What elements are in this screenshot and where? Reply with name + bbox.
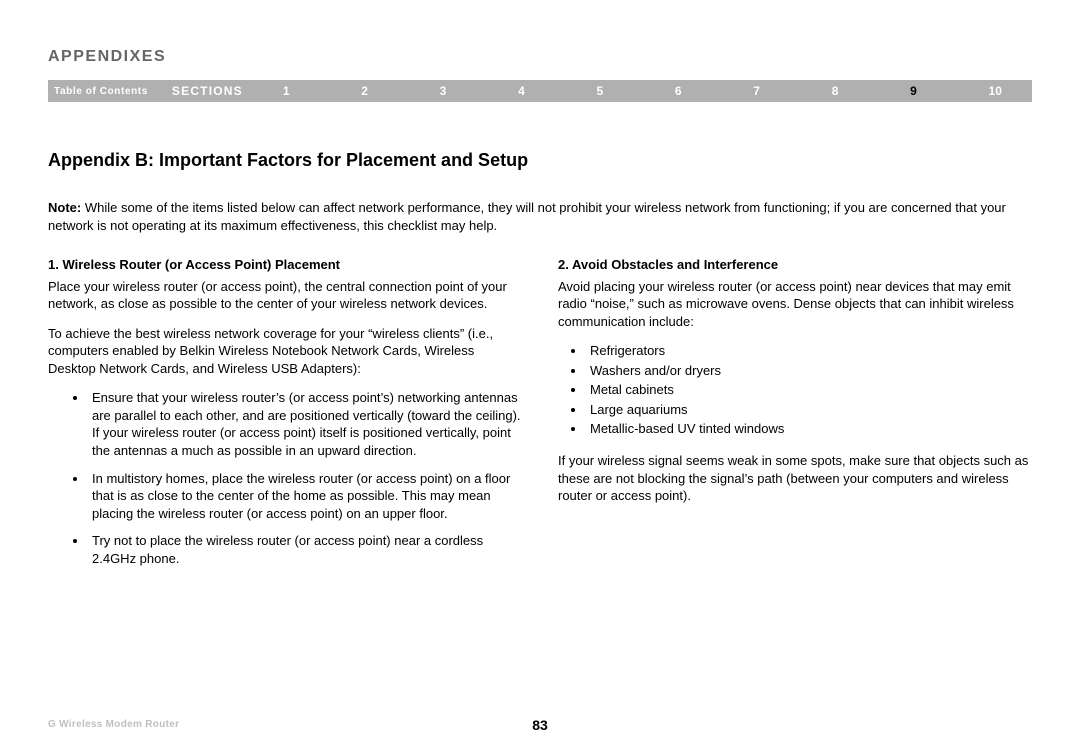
list-item: Ensure that your wireless router’s (or a…	[88, 389, 522, 459]
nav-sections-label: SECTIONS	[172, 84, 283, 98]
list-item: Metallic-based UV tinted windows	[586, 420, 1032, 438]
left-p1: Place your wireless router (or access po…	[48, 278, 522, 313]
right-bullets: Refrigerators Washers and/or dryers Meta…	[558, 342, 1032, 438]
note-text: While some of the items listed below can…	[48, 200, 1006, 233]
right-p1: Avoid placing your wireless router (or a…	[558, 278, 1032, 331]
appendix-title: Appendix B: Important Factors for Placem…	[48, 150, 1032, 171]
section-nav-bar: Table of Contents SECTIONS 1 2 3 4 5 6 7…	[48, 80, 1032, 102]
footer-page-number: 83	[532, 717, 548, 733]
nav-section-9[interactable]: 9	[910, 84, 917, 98]
list-item: Try not to place the wireless router (or…	[88, 532, 522, 567]
nav-section-1[interactable]: 1	[283, 84, 290, 98]
left-heading: 1. Wireless Router (or Access Point) Pla…	[48, 256, 522, 274]
nav-section-4[interactable]: 4	[518, 84, 525, 98]
list-item: Metal cabinets	[586, 381, 1032, 399]
list-item: Large aquariums	[586, 401, 1032, 419]
nav-numbers: 1 2 3 4 5 6 7 8 9 10	[283, 84, 1032, 98]
left-p2: To achieve the best wireless network cov…	[48, 325, 522, 378]
note-label: Note:	[48, 200, 81, 215]
page-header: APPENDIXES	[48, 0, 1032, 80]
nav-section-2[interactable]: 2	[361, 84, 368, 98]
note-paragraph: Note: While some of the items listed bel…	[48, 199, 1032, 234]
left-bullets: Ensure that your wireless router’s (or a…	[48, 389, 522, 567]
nav-section-7[interactable]: 7	[753, 84, 760, 98]
nav-section-5[interactable]: 5	[596, 84, 603, 98]
nav-toc-link[interactable]: Table of Contents	[48, 86, 172, 97]
right-p2: If your wireless signal seems weak in so…	[558, 452, 1032, 505]
right-column: 2. Avoid Obstacles and Interference Avoi…	[558, 256, 1032, 579]
nav-section-3[interactable]: 3	[440, 84, 447, 98]
content-columns: 1. Wireless Router (or Access Point) Pla…	[48, 256, 1032, 579]
nav-section-6[interactable]: 6	[675, 84, 682, 98]
footer: G Wireless Modem Router 83	[48, 719, 1032, 730]
list-item: Refrigerators	[586, 342, 1032, 360]
list-item: Washers and/or dryers	[586, 362, 1032, 380]
list-item: In multistory homes, place the wireless …	[88, 470, 522, 523]
left-column: 1. Wireless Router (or Access Point) Pla…	[48, 256, 522, 579]
nav-section-8[interactable]: 8	[832, 84, 839, 98]
footer-product-name: G Wireless Modem Router	[48, 719, 179, 730]
nav-section-10[interactable]: 10	[989, 84, 1002, 98]
right-heading: 2. Avoid Obstacles and Interference	[558, 256, 1032, 274]
